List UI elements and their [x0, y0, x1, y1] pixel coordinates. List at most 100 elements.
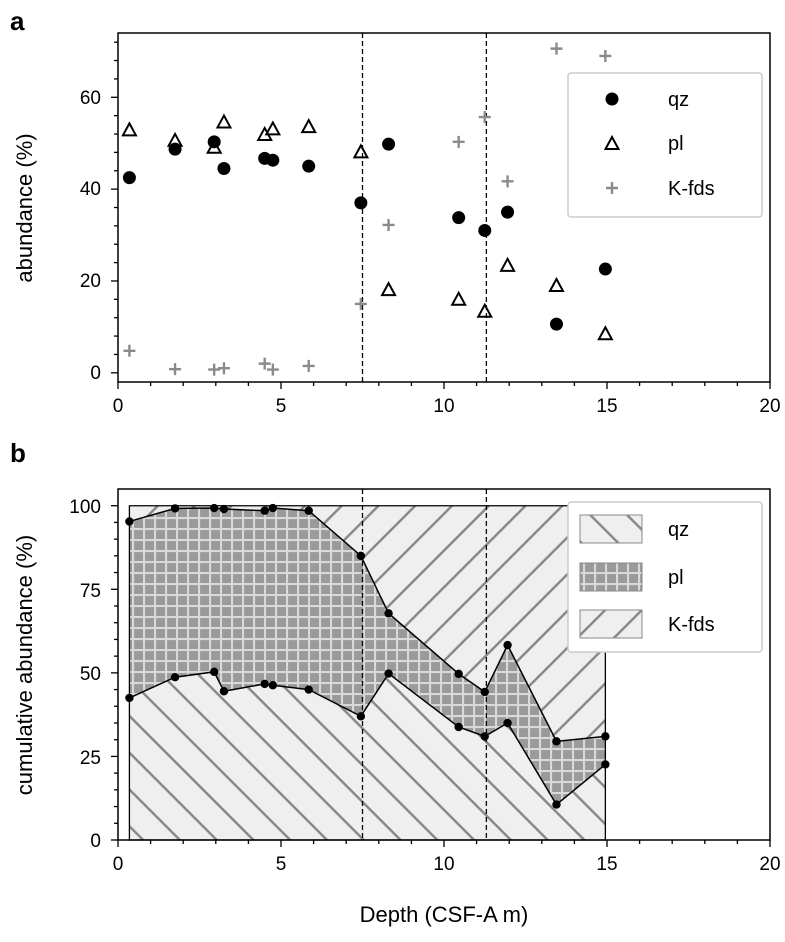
- qz-point: [302, 159, 316, 173]
- panel-a-y-tick-labels: 0 20 40 60: [80, 88, 101, 384]
- panel-b-frame: [117, 488, 771, 841]
- kfds-point: [258, 357, 271, 370]
- kfds-point: [550, 42, 563, 55]
- panel-letter-b: b: [10, 438, 26, 468]
- qz-point: [266, 153, 280, 167]
- legend-pl-swatch: [579, 562, 643, 592]
- b-xtick-label: 5: [276, 854, 287, 875]
- qz-cumulative-point: [454, 722, 463, 732]
- panel-a-reference-lines: [361, 33, 488, 382]
- panel-b-legend: qz pl K-fds: [567, 501, 763, 653]
- qz-cumulative-point: [209, 667, 219, 677]
- a-xtick-label: 5: [276, 396, 287, 417]
- pl-point: [597, 325, 614, 341]
- pl-point: [548, 276, 565, 293]
- qz-cumulative-point: [304, 685, 313, 694]
- a-ytick-label: 40: [80, 179, 101, 200]
- qz-cumulative-point: [503, 718, 512, 728]
- panel-a-y-axis-title: abundance (%): [12, 133, 37, 282]
- pl-cumulative-point: [170, 504, 180, 513]
- a-xtick-label: 15: [596, 396, 617, 417]
- kfds-point: [599, 49, 612, 62]
- panel-b-x-axis-title: Depth (CSF-A m): [360, 902, 529, 927]
- qz-point: [478, 223, 492, 237]
- b-xtick-label: 10: [433, 854, 454, 875]
- pl-point: [300, 118, 317, 134]
- kfds-point: [208, 363, 221, 376]
- panel-letter-a: a: [10, 6, 25, 36]
- a-ytick-label: 0: [90, 363, 101, 384]
- pl-cumulative-point: [304, 506, 313, 515]
- legend-kfds-label: K-fds: [668, 178, 715, 200]
- legend-a-frame: [567, 72, 763, 218]
- kfds-point: [302, 359, 315, 372]
- pl-cumulative-point: [219, 504, 229, 514]
- legend-qz-swatch: [579, 514, 643, 544]
- legend-kfds-swatch: [579, 609, 643, 639]
- qz-point: [122, 171, 136, 185]
- b-ytick-label: 100: [69, 497, 101, 518]
- panel-b-y-tick-labels: 0 25 50 75 100: [69, 497, 101, 852]
- panel-b-reference-lines: [361, 489, 488, 840]
- pl-point: [121, 121, 138, 137]
- qz-cumulative-point: [268, 681, 278, 690]
- pl-point: [476, 302, 493, 318]
- kfds-point: [169, 363, 182, 376]
- pl-cumulative-point: [601, 732, 610, 741]
- qz-point: [549, 317, 563, 331]
- panel-a-frame: [117, 32, 771, 383]
- panel-a-markers: [121, 42, 614, 376]
- b-ytick-label: 50: [80, 664, 101, 685]
- kfds-point: [501, 175, 514, 188]
- kfds-point: [478, 111, 491, 124]
- b-xtick-label: 0: [113, 854, 124, 875]
- pl-point: [499, 256, 516, 272]
- pl-cumulative-point: [356, 551, 366, 561]
- qz-cumulative-point: [480, 732, 489, 741]
- qz-cumulative-point: [170, 673, 180, 682]
- a-xtick-label: 10: [433, 396, 454, 417]
- kfds-point: [123, 344, 136, 357]
- pl-cumulative-point: [209, 503, 219, 513]
- kfds-point: [452, 135, 465, 148]
- panel-b: 0 5 10 15 20 0 25 50 75 100 cumulative a…: [12, 488, 781, 927]
- qz-point: [217, 161, 231, 175]
- pl-cumulative-point: [552, 737, 561, 746]
- panel-b-markers: [125, 503, 610, 809]
- pl-point: [380, 281, 397, 297]
- legend-qz-label: qz: [668, 89, 689, 111]
- a-ytick-label: 20: [80, 271, 101, 292]
- pl-point: [450, 290, 467, 306]
- panel-a-x-tick-labels: 0 5 10 15 20: [113, 396, 781, 417]
- panel-b-x-tick-labels: 0 5 10 15 20: [113, 854, 781, 875]
- qz-point: [354, 196, 368, 210]
- pl-cumulative-point: [260, 506, 269, 515]
- qz-cumulative-point: [552, 800, 561, 809]
- qz-point: [501, 205, 515, 219]
- pl-cumulative-point: [480, 687, 489, 697]
- qz-point: [598, 262, 612, 276]
- a-ytick-label: 60: [80, 88, 101, 109]
- qz-point: [207, 135, 221, 149]
- b-xtick-label: 15: [596, 854, 617, 875]
- a-xtick-label: 0: [113, 396, 124, 417]
- pl-cumulative-point: [125, 517, 134, 526]
- b-xtick-label: 20: [759, 854, 780, 875]
- legend-pl-label: pl: [668, 133, 684, 155]
- kfds-point: [266, 363, 279, 376]
- kfds-point: [217, 362, 230, 375]
- legend-qz-marker: [605, 92, 619, 106]
- pl-cumulative-point: [454, 669, 463, 679]
- b-ytick-label: 75: [80, 581, 101, 602]
- panel-a-legend: qz pl K-fds: [567, 72, 763, 218]
- legend-pl-label: pl: [668, 567, 684, 589]
- panel-b-y-axis-title: cumulative abundance (%): [12, 535, 37, 795]
- b-ytick-label: 25: [80, 748, 101, 769]
- pl-point: [215, 113, 233, 129]
- qz-point: [452, 211, 466, 225]
- a-xtick-label: 20: [759, 396, 780, 417]
- qz-cumulative-point: [260, 679, 269, 689]
- qz-cumulative-point: [384, 669, 393, 678]
- kfds-point: [382, 218, 395, 231]
